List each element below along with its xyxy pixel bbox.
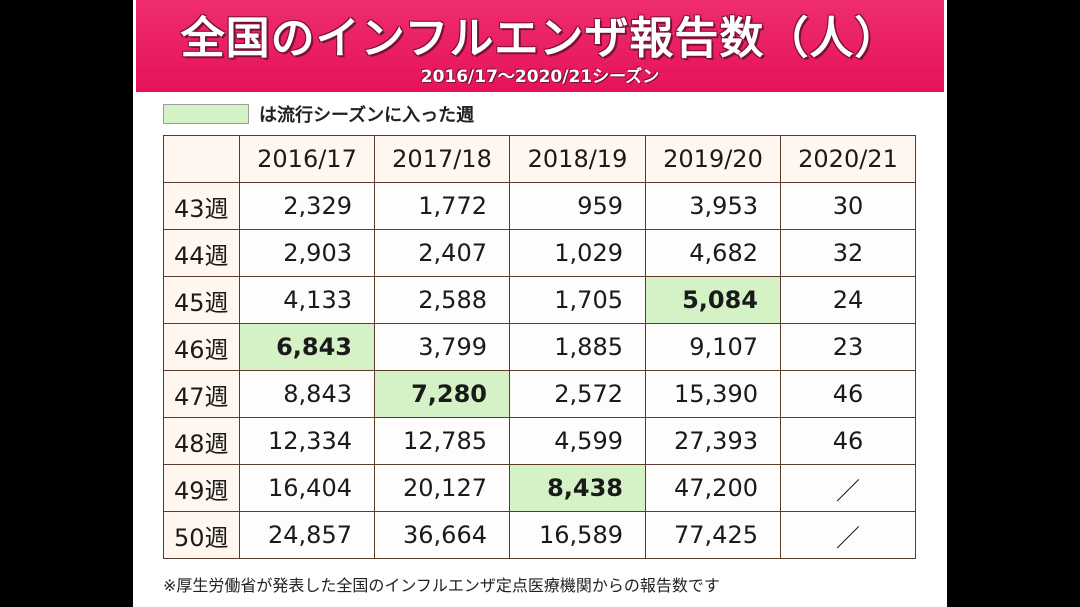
week-label: 47週	[163, 370, 240, 418]
week-label: 44週	[163, 229, 240, 277]
report-count-cell: 36,664	[374, 511, 510, 559]
report-count-cell: 24	[780, 276, 916, 324]
column-header: 2020/21	[780, 135, 916, 183]
legend: は流行シーズンに入った週	[163, 102, 474, 126]
report-count-cell: 9,107	[645, 323, 781, 371]
report-count-cell: 8,843	[239, 370, 375, 418]
table-row: 44週 2,903 2,407 1,029 4,682 32	[163, 229, 916, 277]
footnote: ※厚生労働省が発表した全国のインフルエンザ定点医療機関からの報告数です	[163, 576, 720, 595]
report-count-cell: 12,785	[374, 417, 510, 465]
season-start-cell: 6,843	[239, 323, 375, 371]
report-count-cell: 4,599	[509, 417, 646, 465]
report-count-cell: 1,885	[509, 323, 646, 371]
week-label: 50週	[163, 511, 240, 559]
table-row: 46週 6,843 3,799 1,885 9,107 23	[163, 323, 916, 371]
page-title: 全国のインフルエンザ報告数（人）	[180, 13, 900, 64]
legend-label: は流行シーズンに入った週	[259, 105, 475, 126]
report-count-cell: 16,589	[509, 511, 646, 559]
report-count-cell: 1,705	[509, 276, 646, 324]
season-start-cell: 5,084	[645, 276, 781, 324]
week-label: 45週	[163, 276, 240, 324]
week-label: 48週	[163, 417, 240, 465]
report-count-cell: 1,772	[374, 182, 510, 230]
report-count-cell: 15,390	[645, 370, 781, 418]
report-count-cell: 3,953	[645, 182, 781, 230]
report-count-cell: 30	[780, 182, 916, 230]
report-count-cell: 23	[780, 323, 916, 371]
report-count-cell: 2,588	[374, 276, 510, 324]
table-row: 43週 2,329 1,772 959 3,953 30	[163, 182, 916, 230]
report-count-cell: 46	[780, 370, 916, 418]
report-count-cell: ／	[780, 511, 916, 559]
report-count-cell: 32	[780, 229, 916, 277]
report-count-cell: 12,334	[239, 417, 375, 465]
season-start-cell: 7,280	[374, 370, 510, 418]
table-row: 48週 12,334 12,785 4,599 27,393 46	[163, 417, 916, 465]
column-header: 2018/19	[509, 135, 646, 183]
column-header: 2019/20	[645, 135, 781, 183]
report-count-cell: 77,425	[645, 511, 781, 559]
report-count-cell: 1,029	[509, 229, 646, 277]
header-corner	[163, 135, 240, 183]
season-start-cell: 8,438	[509, 464, 646, 512]
column-header: 2017/18	[374, 135, 510, 183]
report-count-cell: 959	[509, 182, 646, 230]
report-count-cell: 27,393	[645, 417, 781, 465]
report-count-cell: ／	[780, 464, 916, 512]
report-count-cell: 24,857	[239, 511, 375, 559]
report-count-cell: 2,903	[239, 229, 375, 277]
report-count-cell: 16,404	[239, 464, 375, 512]
table-row: 47週 8,843 7,280 2,572 15,390 46	[163, 370, 916, 418]
title-banner: 全国のインフルエンザ報告数（人） 2016/17〜2020/21シーズン	[136, 0, 944, 92]
table-row: 49週 16,404 20,127 8,438 47,200 ／	[163, 464, 916, 512]
report-count-cell: 4,682	[645, 229, 781, 277]
report-count-cell: 46	[780, 417, 916, 465]
column-header: 2016/17	[239, 135, 375, 183]
slide: 全国のインフルエンザ報告数（人） 2016/17〜2020/21シーズン は流行…	[133, 0, 947, 607]
report-count-cell: 20,127	[374, 464, 510, 512]
report-count-cell: 47,200	[645, 464, 781, 512]
legend-swatch	[163, 104, 249, 124]
report-count-cell: 2,407	[374, 229, 510, 277]
week-label: 46週	[163, 323, 240, 371]
report-count-cell: 3,799	[374, 323, 510, 371]
week-label: 43週	[163, 182, 240, 230]
report-count-cell: 2,572	[509, 370, 646, 418]
flu-report-table: 2016/17 2017/18 2018/19 2019/20 2020/21 43週 2…	[163, 135, 916, 559]
week-label: 49週	[163, 464, 240, 512]
report-count-cell: 2,329	[239, 182, 375, 230]
report-count-cell: 4,133	[239, 276, 375, 324]
table-header-row: 2016/17 2017/18 2018/19 2019/20 2020/21	[163, 135, 916, 183]
table-body: 43週 2,329 1,772 959 3,953 30 44週 2,903 2,407 1,02…	[163, 182, 916, 559]
page-subtitle: 2016/17〜2020/21シーズン	[420, 67, 660, 87]
table-row: 45週 4,133 2,588 1,705 5,084 24	[163, 276, 916, 324]
table-row: 50週 24,857 36,664 16,589 77,425 ／	[163, 511, 916, 559]
